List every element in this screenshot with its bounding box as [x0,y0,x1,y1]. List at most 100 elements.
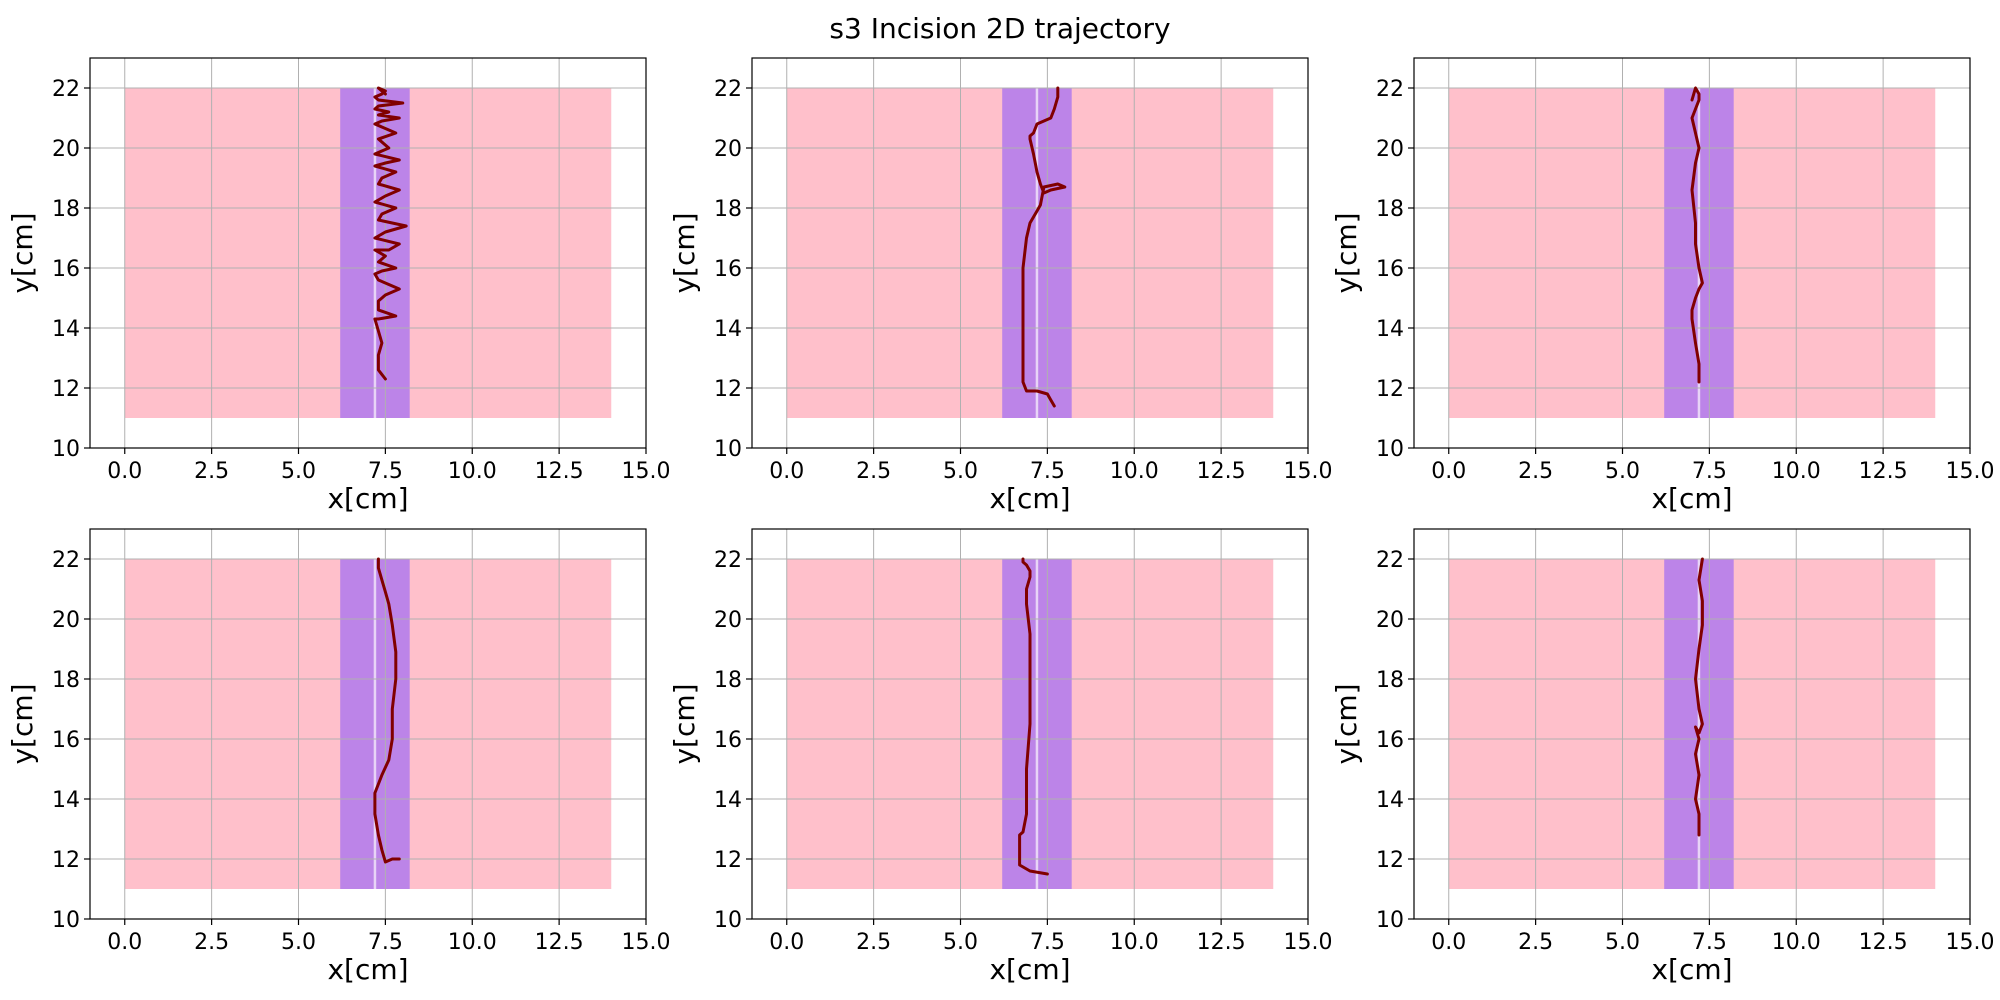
x-axis-label: x[cm] [1651,953,1732,986]
x-tick-label: 10.0 [1772,930,1821,955]
x-tick-label: 10.0 [448,459,497,484]
y-tick-label: 14 [714,788,742,813]
x-tick-label: 12.5 [1197,459,1246,484]
trajectory-line [373,557,401,864]
y-tick-label: 20 [52,137,80,162]
subplot-2: 0.0 2.5 5.0 7.5 10.0 12.5 15.0 10 12 14 16 18 20 22 x[… [668,57,1333,515]
y-tick-label: 16 [52,257,80,282]
x-tick-label: 2.5 [1518,459,1553,484]
x-tick-label: 2.5 [856,459,891,484]
y-tick-label: 18 [1376,197,1404,222]
y-tick-label: 22 [714,548,742,573]
axes-frame [1413,528,1971,920]
x-tick-label: 7.5 [1030,459,1065,484]
y-tick-label: 12 [1376,848,1404,873]
trajectory-line [1694,557,1704,837]
y-tick-label: 10 [52,437,80,462]
y-tick-label: 18 [52,668,80,693]
axes-frame [89,528,647,920]
y-axis-label: y[cm] [1330,683,1363,764]
x-tick-label: 0.0 [1431,459,1466,484]
y-tick-label: 20 [52,608,80,633]
x-tick-label: 2.5 [1518,930,1553,955]
x-tick-label: 5.0 [943,930,978,955]
x-tick-label: 0.0 [769,930,804,955]
y-tick-label: 10 [714,437,742,462]
x-tick-label: 10.0 [448,930,497,955]
x-tick-label: 10.0 [1110,930,1159,955]
trajectory-line [1018,557,1049,876]
y-tick-label: 20 [714,137,742,162]
y-tick-label: 14 [714,317,742,342]
x-tick-label: 15.0 [1946,930,1995,955]
y-tick-label: 22 [1376,548,1404,573]
x-tick-label: 0.0 [769,459,804,484]
y-axis-label: y[cm] [6,212,39,293]
subplot-1: 0.0 2.5 5.0 7.5 10.0 12.5 15.0 10 12 14 16 18 20 22 x[… [6,57,670,515]
y-tick-label: 16 [1376,257,1404,282]
y-tick-label: 12 [52,848,80,873]
x-tick-label: 7.5 [1030,930,1065,955]
y-tick-label: 22 [52,548,80,573]
y-axis-label: y[cm] [6,683,39,764]
x-tick-label: 12.5 [1859,459,1908,484]
axes-frame [751,528,1309,920]
y-axis-label: y[cm] [668,212,701,293]
x-tick-label: 7.5 [1692,930,1727,955]
x-tick-label: 2.5 [194,930,229,955]
x-tick-label: 5.0 [281,459,316,484]
y-tick-label: 16 [714,728,742,753]
x-axis-label: x[cm] [1651,482,1732,515]
trajectory-line [1021,86,1067,408]
x-tick-label: 15.0 [1284,459,1333,484]
x-axis-label: x[cm] [989,953,1070,986]
figure-title: s3 Incision 2D trajectory [829,12,1171,45]
y-tick-label: 22 [52,77,80,102]
x-tick-label: 5.0 [281,930,316,955]
x-tick-label: 7.5 [368,459,403,484]
y-tick-label: 14 [52,317,80,342]
y-tick-label: 14 [1376,317,1404,342]
y-tick-label: 10 [1376,437,1404,462]
x-tick-label: 7.5 [1692,459,1727,484]
y-tick-label: 12 [1376,377,1404,402]
y-tick-label: 18 [1376,668,1404,693]
axes-frame [89,57,647,449]
y-tick-label: 14 [52,788,80,813]
y-tick-label: 12 [714,848,742,873]
y-tick-label: 14 [1376,788,1404,813]
x-tick-label: 2.5 [194,459,229,484]
x-tick-label: 5.0 [1605,930,1640,955]
x-tick-label: 2.5 [856,930,891,955]
x-tick-label: 12.5 [535,930,584,955]
x-tick-label: 0.0 [1431,930,1466,955]
y-tick-label: 16 [52,728,80,753]
y-tick-label: 10 [1376,908,1404,933]
x-tick-label: 12.5 [535,459,584,484]
x-tick-label: 0.0 [107,930,142,955]
y-tick-label: 18 [714,197,742,222]
y-tick-label: 20 [714,608,742,633]
x-axis-label: x[cm] [327,482,408,515]
x-tick-label: 10.0 [1772,459,1821,484]
axes-frame [751,57,1309,449]
y-tick-label: 20 [1376,137,1404,162]
y-tick-label: 16 [1376,728,1404,753]
y-axis-label: y[cm] [668,683,701,764]
y-tick-label: 10 [714,908,742,933]
x-tick-label: 7.5 [368,930,403,955]
x-tick-label: 15.0 [1946,459,1995,484]
x-tick-label: 0.0 [107,459,142,484]
trajectory-line [1690,86,1704,384]
x-tick-label: 5.0 [1605,459,1640,484]
x-tick-label: 10.0 [1110,459,1159,484]
x-axis-label: x[cm] [989,482,1070,515]
y-tick-label: 12 [714,377,742,402]
x-tick-label: 5.0 [943,459,978,484]
y-axis-label: y[cm] [1330,212,1363,293]
axes-frame [1413,57,1971,449]
subplot-6: 0.0 2.5 5.0 7.5 10.0 12.5 15.0 10 12 14 16 18 20 22 x[… [1330,528,1995,986]
x-tick-label: 12.5 [1859,930,1908,955]
subplot-4: 0.0 2.5 5.0 7.5 10.0 12.5 15.0 10 12 14 16 18 20 22 x[… [6,528,670,986]
